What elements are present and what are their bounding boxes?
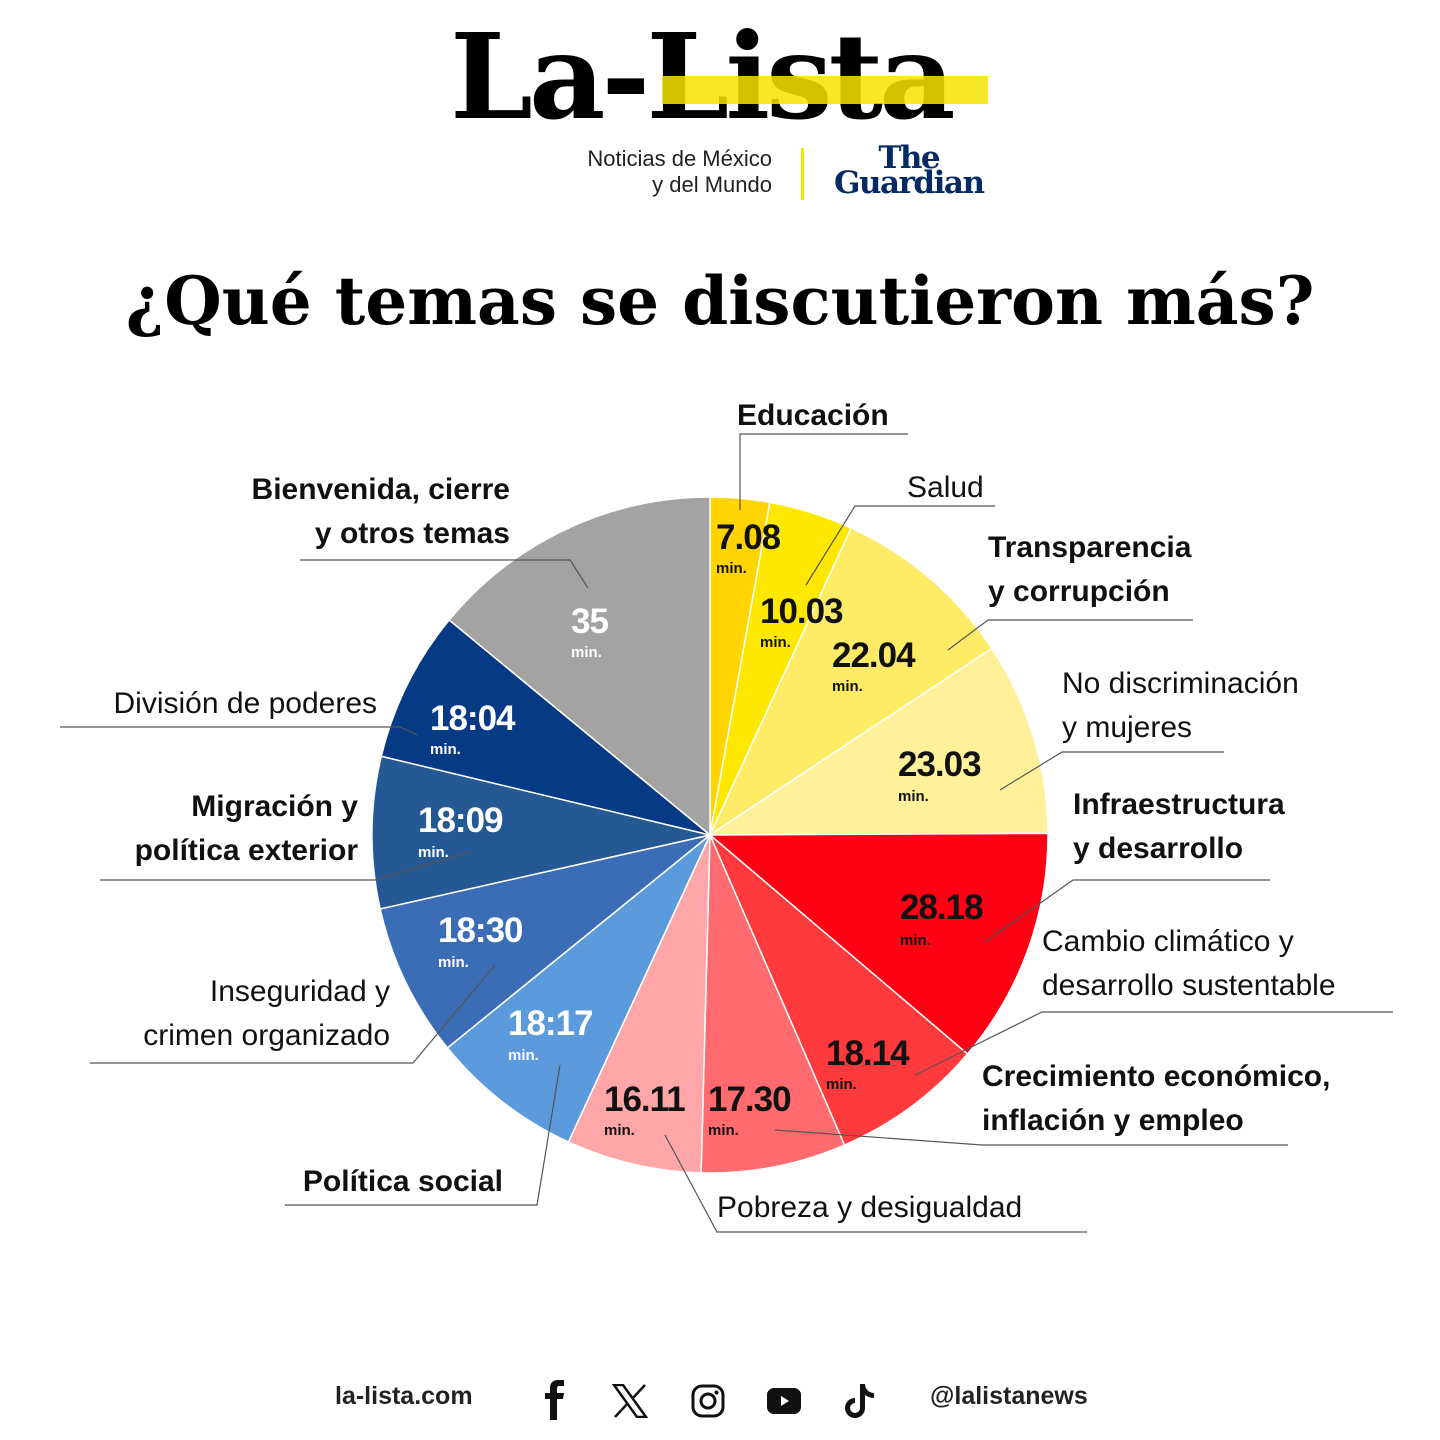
tiktok-icon[interactable] bbox=[845, 1382, 877, 1420]
unit-salud: min. bbox=[760, 634, 791, 651]
label-infra: Infraestructura y desarrollo bbox=[1073, 783, 1285, 871]
value-bienv: 35 bbox=[571, 602, 609, 641]
leader-cambio bbox=[914, 1011, 1393, 1076]
x-icon[interactable] bbox=[612, 1384, 648, 1418]
label-line: Inseguridad y bbox=[209, 975, 390, 1008]
value-inseg: 18:30 bbox=[438, 911, 524, 950]
leader-nodisc bbox=[999, 751, 1224, 791]
leader-transparencia bbox=[947, 619, 1193, 651]
label-line: No discriminación bbox=[1062, 667, 1299, 700]
unit-cambio: min. bbox=[826, 1076, 857, 1093]
tagline-line: Noticias de México bbox=[587, 146, 772, 171]
label-line: Crecimiento económico, bbox=[982, 1060, 1331, 1093]
label-line: y mujeres bbox=[1062, 711, 1193, 744]
leader-social bbox=[285, 1064, 561, 1206]
guardian-line: Guardian bbox=[834, 165, 985, 201]
label-line: y corrupción bbox=[988, 575, 1170, 608]
unit-pobreza: min. bbox=[604, 1122, 635, 1139]
unit-transparencia: min. bbox=[832, 678, 863, 695]
leader-pobreza bbox=[664, 1134, 1087, 1233]
label-line: Transparencia bbox=[988, 531, 1192, 564]
label-transparencia: Transparencia y corrupción bbox=[988, 526, 1191, 614]
pie-slice-9 bbox=[446, 834, 711, 1143]
pie-slice-7 bbox=[700, 834, 846, 1174]
label-cambio: Cambio climático y desarrollo sustentable bbox=[1042, 920, 1336, 1008]
unit-educacion: min. bbox=[716, 560, 747, 577]
label-line: Migración y bbox=[191, 790, 358, 823]
pie-slice-11 bbox=[371, 755, 711, 910]
leader-lines bbox=[60, 433, 1393, 1233]
pie-slice-12 bbox=[380, 618, 711, 836]
pie-slice-4 bbox=[707, 647, 1049, 836]
label-line: Cambio climático y bbox=[1042, 925, 1294, 958]
leader-division bbox=[60, 726, 419, 736]
unit-bienv: min. bbox=[571, 644, 602, 661]
facebook-icon[interactable] bbox=[540, 1380, 570, 1420]
page-title: ¿Qué temas se discutieron más? bbox=[125, 262, 1315, 340]
unit-migra: min. bbox=[418, 844, 449, 861]
pie-slice-10 bbox=[379, 834, 711, 1049]
leader-inseg bbox=[90, 964, 496, 1064]
leader-educacion bbox=[739, 433, 908, 510]
unit-inseg: min. bbox=[438, 954, 469, 971]
value-division: 18:04 bbox=[430, 699, 516, 738]
value-nodisc: 23.03 bbox=[898, 745, 982, 784]
label-migra: Migración y política exterior bbox=[40, 785, 358, 873]
label-line: inflación y empleo bbox=[982, 1104, 1244, 1137]
leader-bienv bbox=[300, 559, 589, 589]
label-line: política exterior bbox=[134, 834, 358, 867]
value-social: 18:17 bbox=[508, 1004, 594, 1043]
value-educacion: 7.08 bbox=[716, 518, 781, 557]
logo-divider bbox=[801, 148, 804, 200]
leader-infra bbox=[984, 879, 1270, 943]
label-line: y otros temas bbox=[314, 517, 510, 550]
guardian-line: The bbox=[878, 140, 940, 176]
value-cambio: 18.14 bbox=[826, 1034, 910, 1073]
guardian-logo: The Guardian bbox=[834, 140, 985, 201]
label-line: crimen organizado bbox=[143, 1019, 390, 1052]
label-pobreza: Pobreza y desigualdad bbox=[717, 1191, 1023, 1224]
value-infra: 28.18 bbox=[900, 888, 984, 927]
label-social: Política social bbox=[302, 1165, 503, 1198]
unit-infra: min. bbox=[900, 932, 931, 949]
pie-slice-5 bbox=[707, 832, 1049, 1056]
value-migra: 18:09 bbox=[418, 801, 504, 840]
pie-slice-13 bbox=[448, 496, 711, 837]
pie-slice-6 bbox=[709, 834, 969, 1147]
logo-highlight-bar bbox=[662, 76, 988, 104]
value-salud: 10.03 bbox=[760, 592, 844, 631]
leader-crec bbox=[774, 1129, 1288, 1146]
label-line: y desarrollo bbox=[1073, 832, 1244, 865]
label-inseg: Inseguridad y crimen organizado bbox=[40, 970, 390, 1058]
social-handle[interactable]: @lalistanews bbox=[930, 1382, 1088, 1410]
value-transparencia: 22.04 bbox=[832, 636, 916, 675]
unit-nodisc: min. bbox=[898, 788, 929, 805]
label-nodisc: No discriminación y mujeres bbox=[1062, 662, 1299, 750]
logo-tagline: Noticias de México y del Mundo bbox=[520, 146, 772, 198]
value-crec: 17.30 bbox=[708, 1080, 792, 1119]
website-link[interactable]: la-lista.com bbox=[335, 1382, 473, 1410]
label-crec: Crecimiento económico, inflación y empleo bbox=[982, 1055, 1330, 1143]
label-line: desarrollo sustentable bbox=[1042, 969, 1336, 1002]
leader-salud bbox=[805, 505, 995, 586]
label-line: Bienvenida, cierre bbox=[251, 473, 510, 506]
unit-social: min. bbox=[508, 1047, 539, 1064]
unit-crec: min. bbox=[708, 1122, 739, 1139]
value-pobreza: 16.11 bbox=[604, 1080, 686, 1119]
youtube-icon[interactable] bbox=[767, 1388, 801, 1414]
tagline-line: y del Mundo bbox=[652, 172, 772, 197]
label-bienv: Bienvenida, cierre y otros temas bbox=[150, 468, 510, 556]
label-salud: Salud bbox=[907, 471, 984, 504]
label-line: Infraestructura bbox=[1073, 788, 1285, 821]
label-educacion: Educación bbox=[737, 399, 889, 432]
leader-migra bbox=[100, 851, 471, 881]
unit-division: min. bbox=[430, 741, 461, 758]
pie-slice-8 bbox=[567, 834, 711, 1174]
label-division: División de poderes bbox=[113, 687, 377, 720]
pie-slice-3 bbox=[708, 526, 993, 838]
instagram-icon[interactable] bbox=[691, 1384, 725, 1418]
